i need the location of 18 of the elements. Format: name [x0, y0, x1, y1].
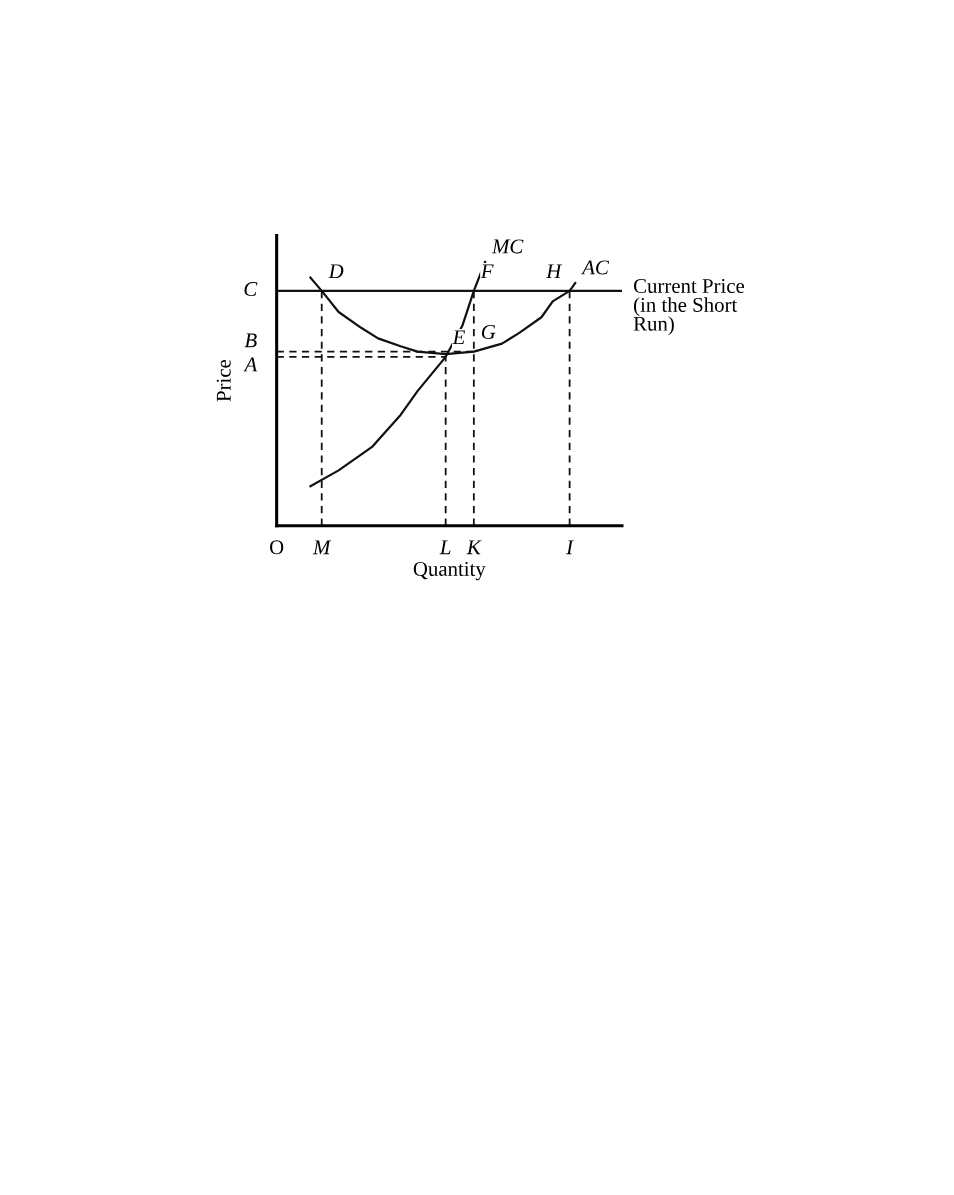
series-label: AC [581, 260, 610, 275]
x-tick-label: M [312, 540, 332, 555]
series-label: MC [491, 239, 524, 254]
annotation: D [328, 264, 344, 279]
text: C [244, 282, 258, 297]
y-axis-title: Price [216, 359, 231, 402]
text: A [243, 357, 258, 372]
x-tick-label: K [466, 540, 482, 555]
x-tick-label: L [439, 540, 451, 555]
annotation: E [452, 330, 466, 345]
text: B [244, 333, 257, 348]
x-axis-title: Quantity [413, 561, 486, 581]
annotation: G [481, 325, 496, 339]
ref-line-label: Current Price (in the Short Run) [633, 279, 745, 336]
x-tick-label: I [566, 540, 574, 555]
x-tick-label: O [269, 540, 284, 555]
annotation: H [546, 264, 563, 279]
annotation: F [480, 264, 494, 279]
